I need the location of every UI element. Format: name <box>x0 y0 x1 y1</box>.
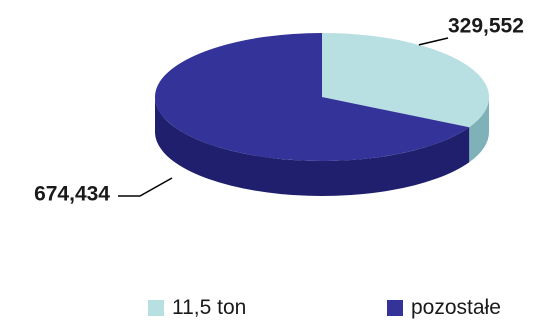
legend-label-pozostale: pozostałe <box>411 296 501 319</box>
legend-item-pozostale: pozostałe <box>387 296 501 320</box>
legend-item-11-5-ton: 11,5 ton <box>148 296 246 320</box>
pie-slice-1 <box>155 33 470 161</box>
legend-swatch-pozostale <box>387 300 403 316</box>
pie-slice-0 <box>322 33 490 128</box>
pie-side-0 <box>469 97 489 163</box>
leader-line-0 <box>418 37 449 46</box>
legend: 11,5 ton pozostałe <box>0 296 550 322</box>
data-label-1: 674,434 <box>34 183 110 206</box>
leader-line-1 <box>118 177 173 197</box>
legend-swatch-11-5-ton <box>148 300 164 316</box>
pie-side-1 <box>155 97 470 197</box>
legend-label-11-5-ton: 11,5 ton <box>172 296 247 319</box>
data-label-0: 329,552 <box>448 15 524 38</box>
